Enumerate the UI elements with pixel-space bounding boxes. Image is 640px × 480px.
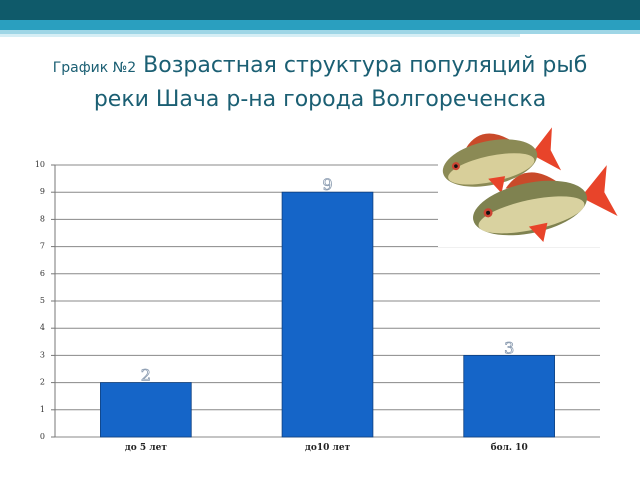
value-label: 3 (504, 338, 514, 357)
y-tick-label: 9 (40, 187, 45, 196)
top-stripe-pale (0, 34, 520, 37)
title-text: Возрастная структура популяций рыб реки … (93, 53, 588, 112)
value-label: 9 (322, 175, 332, 194)
y-tick-label: 0 (40, 432, 45, 441)
y-tick-label: 5 (40, 296, 45, 305)
y-tick-label: 3 (40, 350, 45, 359)
y-tick-label: 8 (40, 214, 45, 223)
top-band (0, 0, 640, 20)
top-stripe-light (0, 30, 640, 34)
title-prefix: График №2 (52, 60, 137, 76)
top-stripe (0, 20, 640, 30)
plot-area: 0 1 2 3 4 5 6 7 8 9 10 до 5 лет 2 до10 лет 9 бол. 10 3 (35, 160, 600, 453)
y-tick-label: 1 (40, 405, 45, 414)
y-tick-label: 2 (40, 378, 45, 387)
value-label: 2 (141, 366, 151, 385)
bar (463, 354, 555, 438)
fish-picture (438, 125, 618, 247)
bar (281, 191, 374, 438)
bar (100, 382, 192, 438)
x-tick-label: до10 лет (305, 443, 351, 453)
chart-title: График №2 Возрастная структура популяций… (30, 50, 610, 115)
y-tick-label: 4 (40, 323, 45, 332)
x-tick-label: бол. 10 (491, 442, 528, 453)
y-tick-label: 10 (35, 160, 45, 169)
y-tick-label: 7 (40, 242, 45, 251)
x-tick-label: до 5 лет (125, 443, 168, 453)
y-tick-label: 6 (40, 269, 45, 278)
